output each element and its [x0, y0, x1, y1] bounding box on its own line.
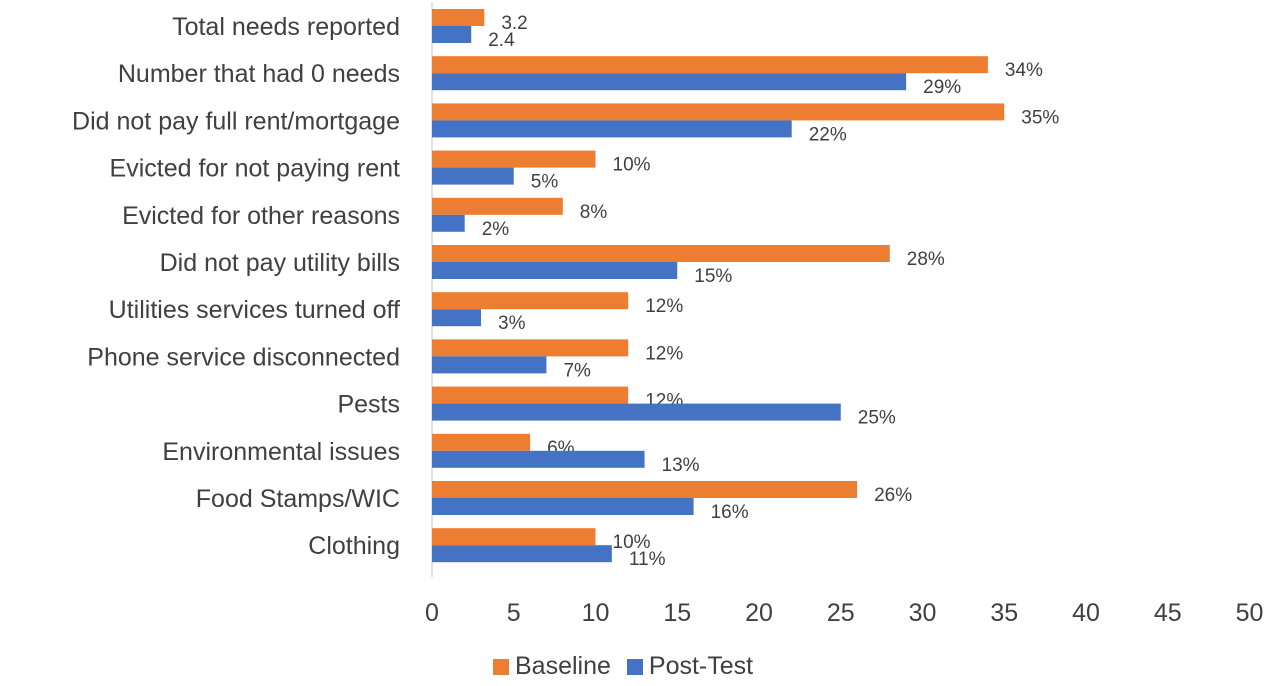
bar-post-test	[432, 120, 792, 138]
bar-baseline	[432, 9, 485, 26]
legend-item-baseline: Baseline	[493, 652, 611, 681]
data-label-post-test: 3%	[498, 313, 526, 334]
category-label: Food Stamps/WIC	[196, 485, 400, 513]
bar-baseline	[432, 528, 596, 546]
data-label-post-test: 16%	[711, 502, 749, 523]
category-label: Phone service disconnected	[87, 343, 400, 371]
bar-baseline	[432, 245, 890, 262]
bar-baseline	[432, 339, 629, 357]
data-label-baseline: 12%	[645, 296, 683, 317]
bar-post-test	[432, 545, 612, 563]
bar-post-test	[432, 309, 482, 327]
data-label-post-test: 22%	[809, 124, 847, 145]
data-label-baseline: 8%	[580, 202, 608, 223]
category-label: Did not pay utility bills	[160, 249, 400, 277]
data-label-post-test: 5%	[531, 172, 559, 193]
x-tick-label: 30	[909, 599, 937, 627]
bar-baseline	[432, 103, 1005, 121]
data-label-baseline: 26%	[874, 485, 912, 506]
bar-chart: Total needs reported 3.22.4 Number that ha…	[72, 2, 1264, 627]
data-label-post-test: 7%	[563, 360, 591, 381]
bar-baseline	[432, 56, 988, 74]
bar-post-test	[432, 26, 472, 43]
bar-baseline	[432, 197, 563, 215]
legend-label-baseline: Baseline	[515, 652, 611, 680]
bar-post-test	[432, 73, 907, 91]
bar-post-test	[432, 167, 514, 185]
bar-baseline	[432, 433, 531, 451]
data-label-baseline: 34%	[1005, 60, 1043, 81]
x-tick-label: 35	[990, 599, 1018, 627]
bar-baseline	[432, 292, 629, 310]
x-tick-label: 45	[1154, 599, 1182, 627]
data-label-post-test: 2.4	[488, 30, 515, 51]
category-label: Number that had 0 needs	[118, 60, 400, 88]
data-label-post-test: 15%	[694, 266, 732, 287]
x-tick-label: 50	[1236, 599, 1264, 627]
category-label: Environmental issues	[162, 438, 400, 466]
x-tick-label: 20	[745, 599, 773, 627]
data-label-baseline: 10%	[613, 532, 651, 553]
data-label-post-test: 13%	[662, 455, 700, 476]
legend-swatch-baseline	[493, 658, 509, 675]
x-tick-label: 5	[507, 599, 521, 627]
data-label-baseline: 28%	[907, 249, 945, 270]
category-label: Utilities services turned off	[109, 296, 400, 324]
category-label: Clothing	[308, 532, 400, 560]
x-tick-label: 10	[582, 599, 610, 627]
data-label-post-test: 25%	[858, 408, 896, 429]
bar-baseline	[432, 386, 629, 404]
legend-swatch-post-test	[626, 658, 643, 675]
bar-post-test	[432, 403, 841, 421]
x-tick-label: 25	[827, 599, 855, 627]
data-label-baseline: 12%	[645, 343, 683, 364]
legend: Baseline Post-Test	[0, 652, 1269, 686]
x-tick-label: 15	[663, 599, 691, 627]
data-label-post-test: 2%	[482, 219, 510, 240]
category-label: Total needs reported	[172, 13, 400, 41]
legend-label-post-test: Post-Test	[648, 652, 754, 680]
bar-post-test	[432, 450, 645, 468]
data-label-baseline: 10%	[613, 155, 651, 176]
data-label-post-test: 11%	[629, 549, 666, 570]
category-label: Evicted for not paying rent	[110, 155, 400, 183]
bar-post-test	[432, 214, 465, 232]
bar-baseline	[432, 150, 596, 168]
data-label-post-test: 29%	[923, 77, 961, 98]
bar-baseline	[432, 481, 858, 498]
data-label-baseline: 35%	[1021, 107, 1059, 128]
category-label: Pests	[337, 391, 400, 419]
x-tick-label: 0	[425, 599, 439, 627]
bar-post-test	[432, 498, 694, 515]
legend-item-post-test: Post-Test	[626, 652, 754, 681]
category-label: Did not pay full rent/mortgage	[72, 107, 400, 135]
bar-post-test	[432, 356, 547, 374]
data-label-baseline: 3.2	[501, 13, 527, 34]
x-tick-label: 40	[1072, 599, 1100, 627]
bar-post-test	[432, 262, 678, 279]
category-label: Evicted for other reasons	[122, 202, 400, 230]
